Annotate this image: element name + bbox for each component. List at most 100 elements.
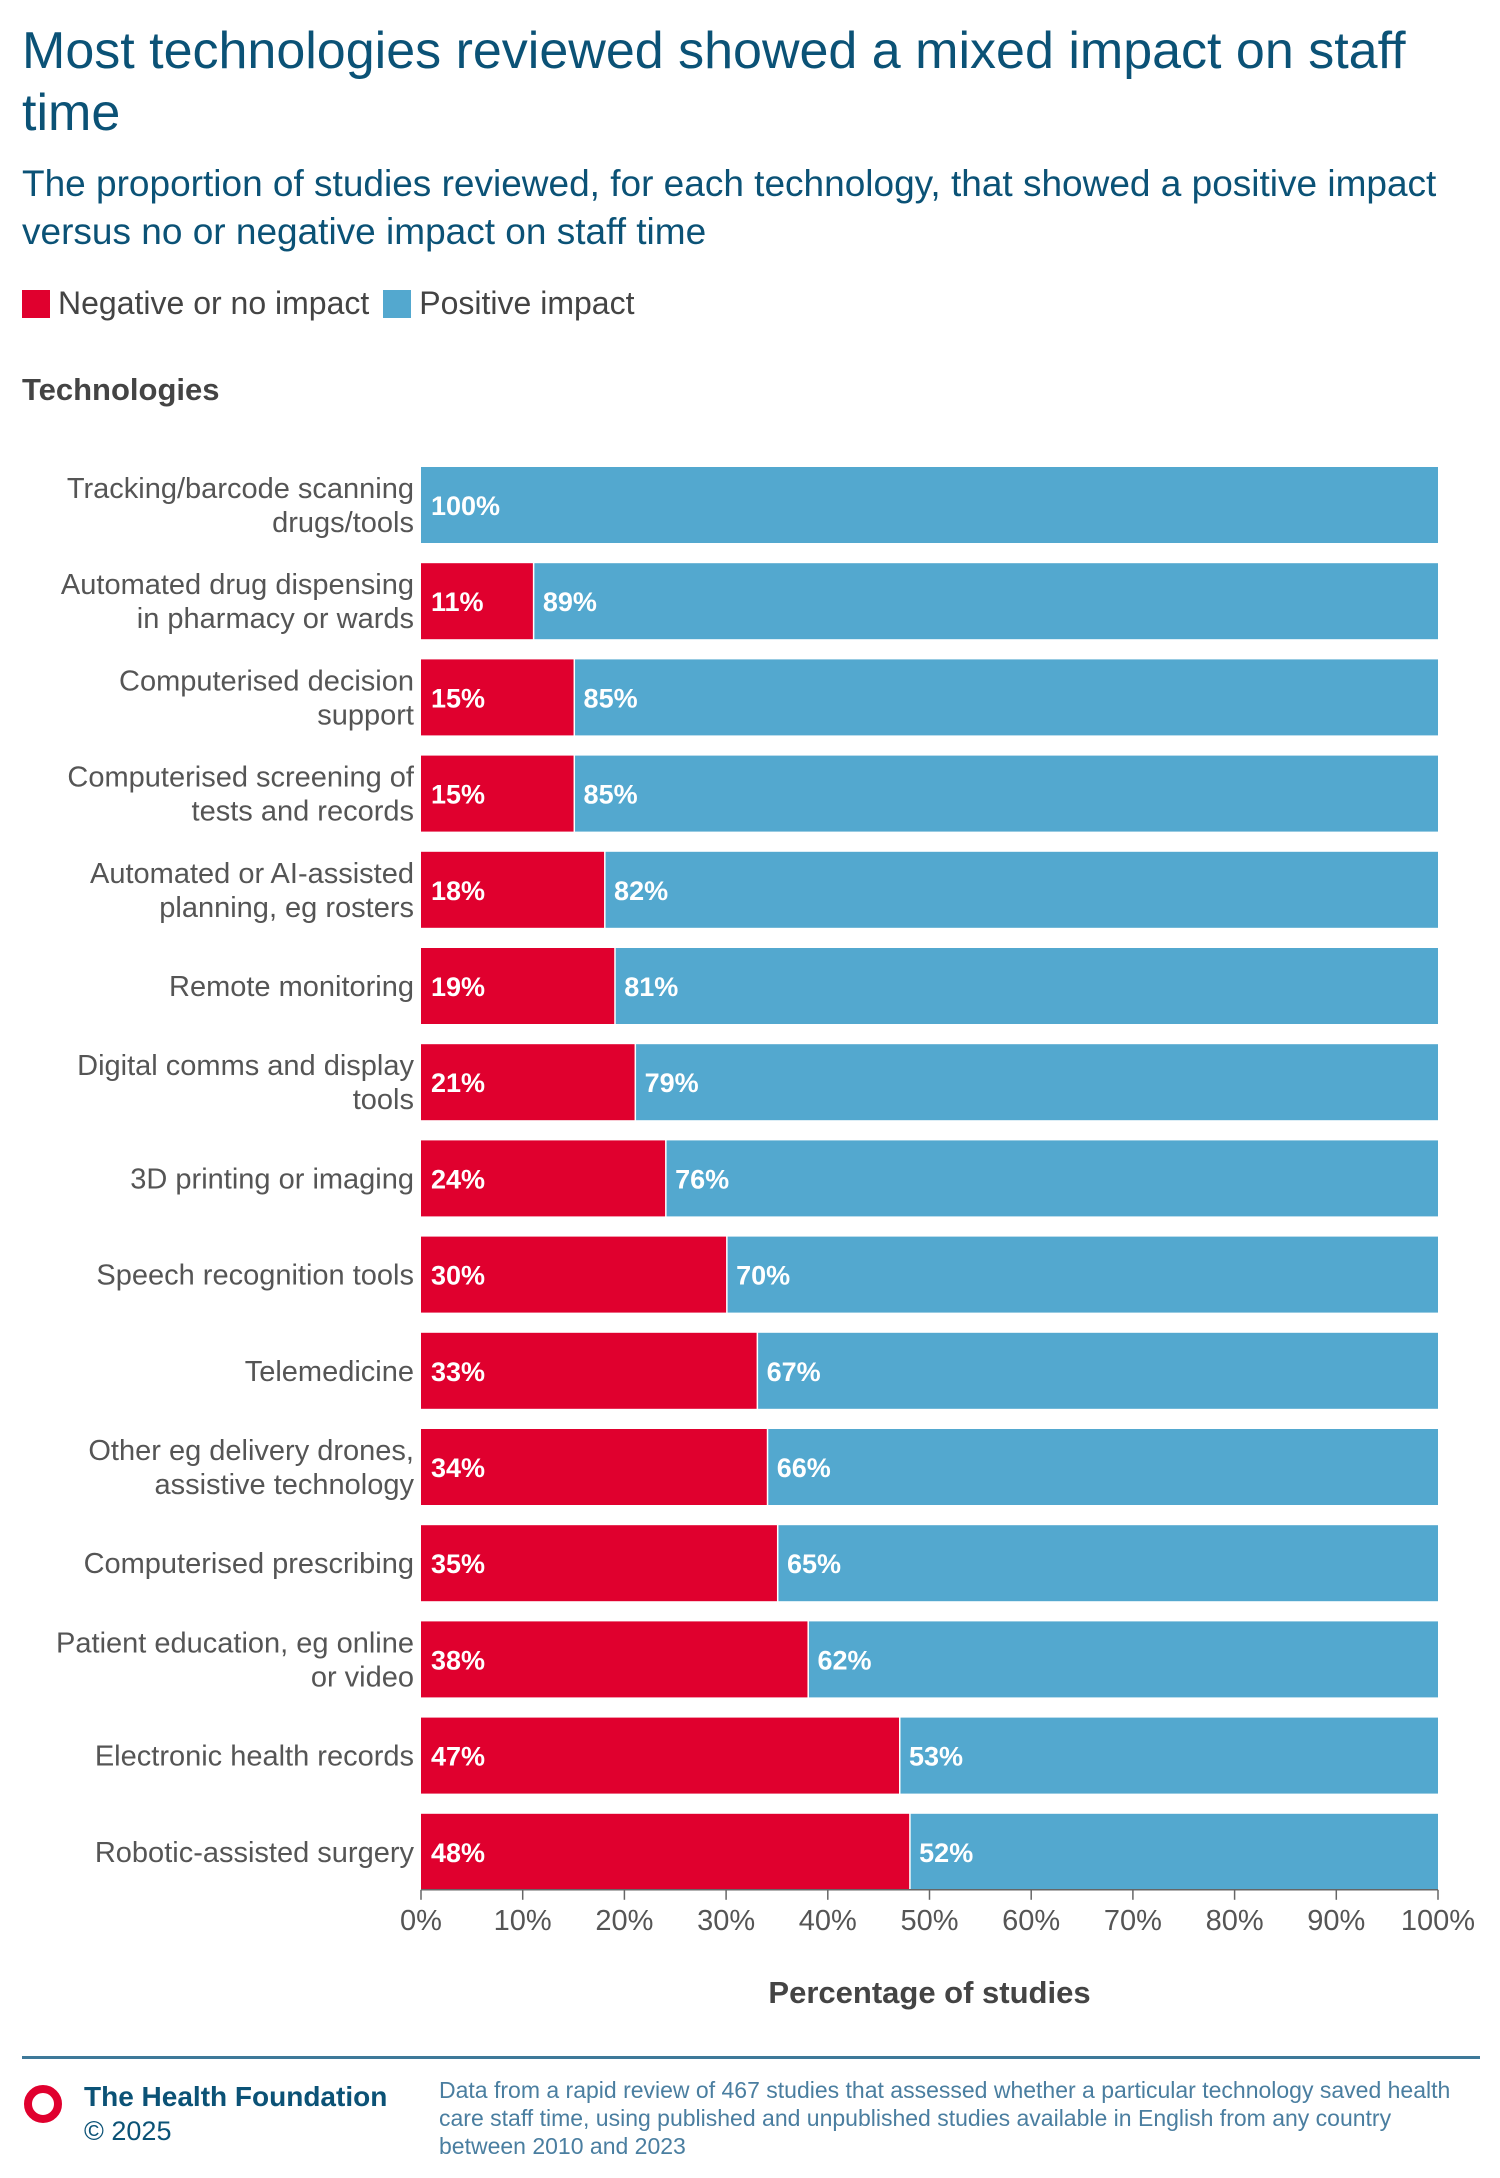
legend: Negative or no impact Positive impact: [22, 285, 648, 322]
bar-negative: [421, 851, 605, 928]
bar-negative: [421, 1332, 757, 1409]
x-axis-title: Percentage of studies: [768, 1975, 1091, 2010]
x-tick-label: 100%: [1401, 1905, 1475, 1937]
data-label: 62%: [817, 1645, 871, 1675]
bar-positive: [636, 1044, 1438, 1121]
x-tick-label: 30%: [697, 1905, 755, 1937]
data-label: 53%: [909, 1742, 963, 1772]
x-tick-label: 70%: [1104, 1905, 1162, 1937]
data-label: 79%: [645, 1068, 699, 1098]
bar-positive: [575, 659, 1438, 736]
category-label: Remote monitoring: [169, 971, 414, 1003]
chart-title: Most technologies reviewed showed a mixe…: [22, 22, 1406, 142]
bar-negative: [421, 1044, 635, 1121]
bar-negative: [421, 1525, 777, 1602]
bar-positive: [666, 1140, 1438, 1217]
x-tick-label: 80%: [1206, 1905, 1264, 1937]
bar-negative: [421, 1621, 808, 1698]
category-label: Other eg delivery drones, assistive techn…: [88, 1435, 414, 1501]
chart-subtitle: The proportion of studies reviewed, for …: [22, 163, 1437, 252]
legend-item-positive: Positive impact: [383, 285, 634, 322]
data-label: 18%: [431, 876, 485, 906]
data-label: 67%: [767, 1357, 821, 1387]
bar-negative: [421, 1429, 767, 1505]
data-label: 11%: [431, 587, 484, 617]
footer-divider: [22, 2056, 1480, 2059]
category-label: Telemedicine: [245, 1356, 414, 1388]
category-label: Computerised screening of tests and recor…: [67, 762, 415, 828]
health-foundation-logo-icon: [24, 2085, 62, 2123]
category-label: Speech recognition tools: [96, 1260, 414, 1292]
data-label: 76%: [675, 1164, 729, 1194]
bar-positive: [421, 467, 1438, 543]
category-label: Electronic health records: [95, 1741, 414, 1773]
data-label: 85%: [584, 780, 638, 810]
bar-positive: [910, 1813, 1438, 1890]
source-note: Data from a rapid review of 467 studies …: [439, 2077, 1451, 2159]
bar-negative: [421, 1813, 910, 1890]
y-axis-title: Technologies: [22, 372, 220, 407]
data-label: 34%: [431, 1453, 485, 1483]
x-tick-label: 40%: [799, 1905, 857, 1937]
data-label: 66%: [777, 1453, 831, 1483]
bar-negative: [421, 755, 574, 832]
data-label: 33%: [431, 1357, 485, 1387]
legend-item-negative: Negative or no impact: [22, 285, 369, 322]
category-label: Computerised prescribing: [84, 1548, 414, 1580]
legend-label-positive: Positive impact: [419, 285, 635, 321]
bar-positive: [808, 1621, 1438, 1698]
bar-positive: [727, 1236, 1438, 1313]
copyright: © 2025: [84, 2116, 172, 2146]
category-label: Automated drug dispensing in pharmacy or …: [61, 569, 414, 635]
legend-swatch-positive: [383, 289, 412, 318]
bar-positive: [768, 1429, 1438, 1505]
legend-swatch-negative: [22, 289, 50, 318]
data-label: 48%: [431, 1838, 485, 1868]
data-label: 82%: [614, 876, 668, 906]
category-label: Robotic-assisted surgery: [95, 1837, 415, 1869]
data-label: 65%: [787, 1549, 841, 1579]
bar-negative: [421, 1236, 727, 1313]
bar-positive: [615, 948, 1438, 1024]
x-tick-label: 60%: [1002, 1905, 1060, 1937]
bar-negative: [421, 948, 615, 1024]
category-label: Digital comms and display tools: [77, 1050, 414, 1116]
category-label: Tracking/barcode scanning drugs/tools: [67, 473, 414, 539]
bar-positive: [778, 1525, 1438, 1602]
data-label: 38%: [431, 1645, 485, 1675]
data-label: 15%: [431, 780, 485, 810]
data-label: 19%: [431, 972, 485, 1002]
x-tick-label: 90%: [1307, 1905, 1365, 1937]
org-name: The Health Foundation: [84, 2081, 388, 2112]
category-label: Computerised decision support: [119, 665, 414, 731]
data-label: 47%: [431, 1742, 485, 1772]
data-label: 89%: [543, 587, 597, 617]
data-label: 21%: [431, 1068, 485, 1098]
data-label: 70%: [736, 1261, 790, 1291]
bar-negative: [421, 1717, 899, 1794]
category-label: Automated or AI-assisted planning, eg ros…: [90, 858, 414, 924]
data-label: 24%: [431, 1164, 485, 1194]
data-label: 81%: [624, 972, 678, 1002]
data-label: 30%: [431, 1261, 485, 1291]
bar-chart: Tracking/barcode scanning drugs/tools 100%…: [56, 467, 1475, 1937]
x-tick-label: 50%: [900, 1905, 958, 1937]
bar-positive: [534, 563, 1438, 640]
bar-negative: [421, 563, 533, 640]
bar-positive: [900, 1717, 1438, 1794]
data-label: 35%: [431, 1549, 485, 1579]
x-tick-label: 20%: [595, 1905, 653, 1937]
bar-negative: [421, 1140, 666, 1217]
bar-positive: [575, 755, 1438, 832]
legend-label-negative: Negative or no impact: [58, 285, 370, 321]
data-label: 100%: [431, 491, 500, 521]
bar-positive: [605, 851, 1438, 928]
data-label: 85%: [584, 683, 638, 713]
category-label: 3D printing or imaging: [130, 1163, 414, 1195]
x-tick-label: 10%: [494, 1905, 552, 1937]
category-label: Patient education, eg online or video: [56, 1627, 414, 1693]
x-tick-label: 0%: [400, 1905, 442, 1937]
data-label: 15%: [431, 683, 485, 713]
data-label: 52%: [919, 1838, 973, 1868]
bar-negative: [421, 659, 574, 736]
